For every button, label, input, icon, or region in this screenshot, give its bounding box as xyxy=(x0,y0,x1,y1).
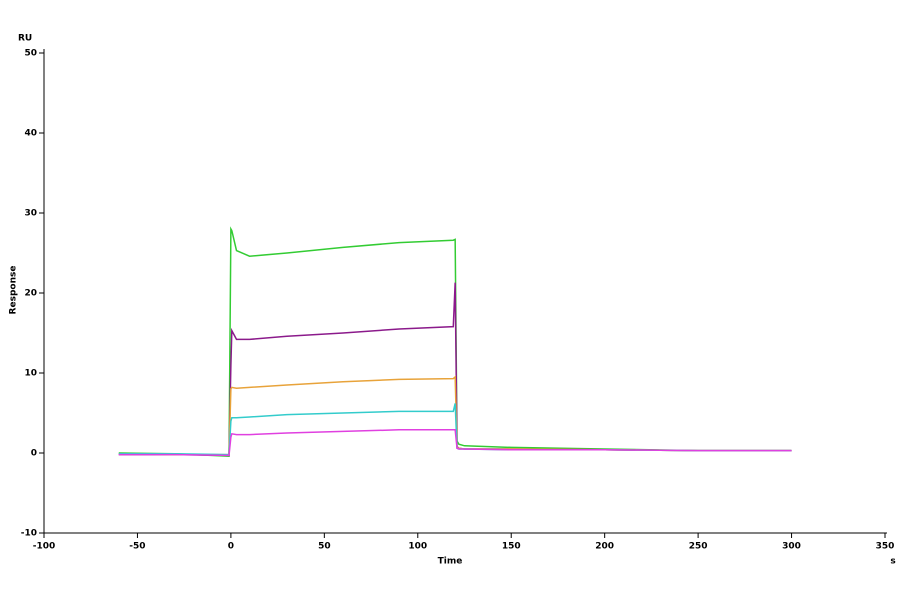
y-tick-label: 30 xyxy=(24,209,37,219)
x-tick-label: 250 xyxy=(689,542,708,552)
y-tick-label: -10 xyxy=(21,529,37,539)
series-line xyxy=(118,375,792,456)
x-tick-label: 350 xyxy=(876,542,895,552)
x-tick-label: 150 xyxy=(502,542,521,552)
series-line xyxy=(118,226,792,457)
y-tick-label: 0 xyxy=(31,449,37,459)
x-axis-label: Time xyxy=(438,557,463,567)
x-tick-label: 200 xyxy=(595,542,614,552)
y-tick-label: 20 xyxy=(24,289,37,299)
x-tick-label: 0 xyxy=(228,542,234,552)
x-tick-label: 300 xyxy=(782,542,801,552)
y-unit: RU xyxy=(18,34,32,44)
x-tick-label: 50 xyxy=(318,542,331,552)
x-tick-label: -50 xyxy=(129,542,145,552)
y-tick-label: 40 xyxy=(24,129,37,139)
y-tick-label: 10 xyxy=(24,369,37,379)
x-tick-label: -100 xyxy=(33,542,56,552)
y-tick-label: 50 xyxy=(24,49,37,59)
x-unit: s xyxy=(890,557,895,567)
x-tick-label: 100 xyxy=(408,542,427,552)
y-axis-label: Response xyxy=(9,266,19,315)
series-line xyxy=(118,403,792,456)
series-line xyxy=(118,429,792,457)
